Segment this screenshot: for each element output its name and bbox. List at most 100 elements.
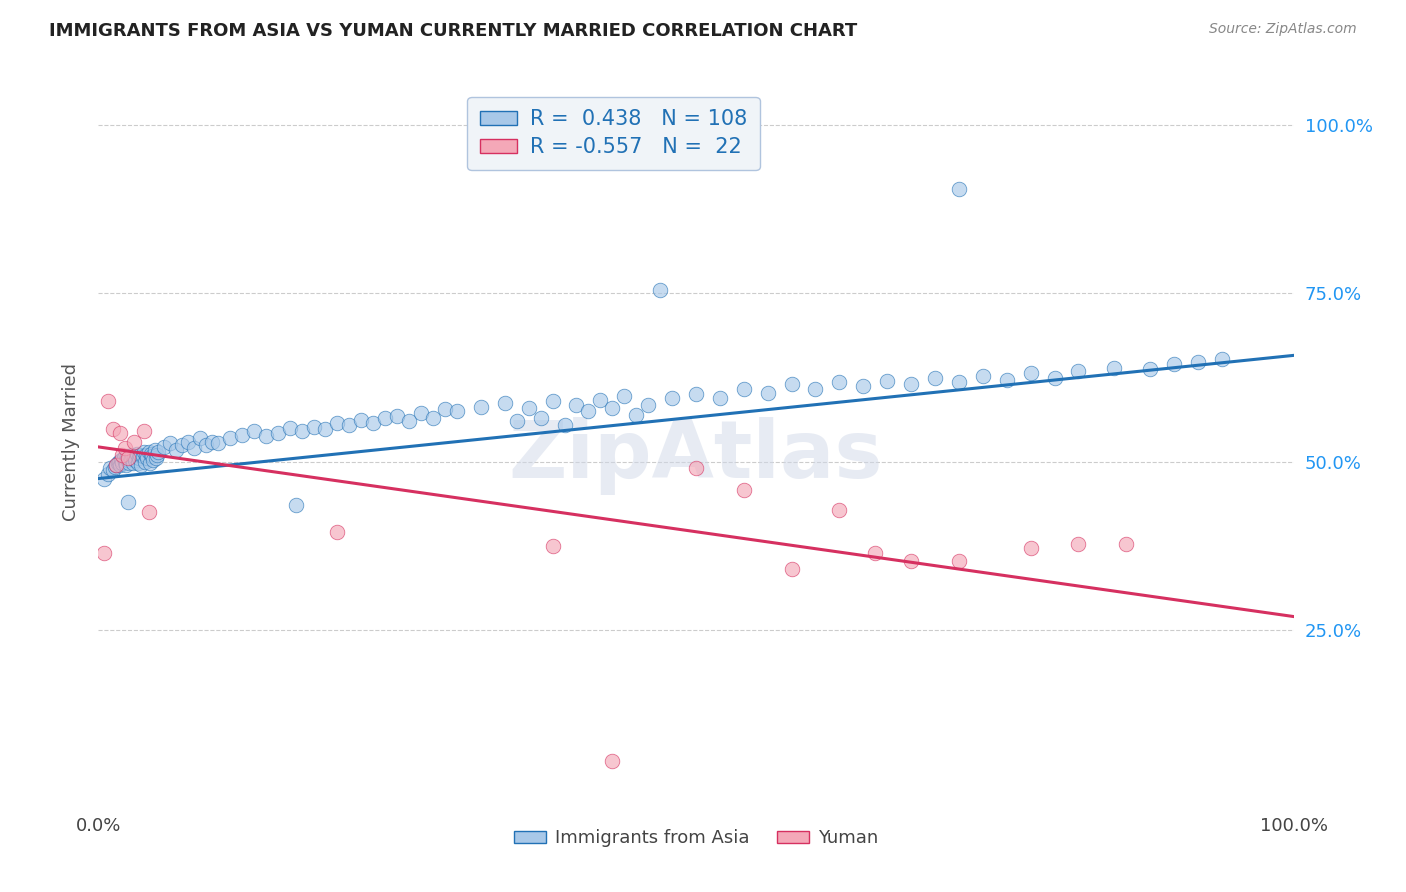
Point: [117, 495, 139, 509]
Point: [121, 448, 143, 462]
Point: [350, 413, 373, 427]
Point: [637, 398, 659, 412]
Point: [315, 422, 337, 436]
Point: [120, 451, 142, 466]
Point: [1139, 362, 1161, 376]
Point: [470, 400, 492, 414]
Point: [124, 450, 146, 464]
Point: [1187, 355, 1209, 369]
Point: [108, 458, 131, 472]
Point: [141, 450, 163, 464]
Point: [948, 554, 970, 568]
Point: [114, 455, 136, 469]
Point: [374, 411, 396, 425]
Point: [780, 377, 803, 392]
Point: [828, 376, 851, 390]
Point: [101, 463, 124, 477]
Point: [434, 402, 457, 417]
Point: [363, 416, 385, 430]
Point: [146, 448, 169, 462]
Point: [118, 456, 141, 470]
Point: [143, 442, 166, 457]
Point: [398, 414, 420, 428]
Point: [117, 453, 139, 467]
Point: [626, 408, 648, 422]
Point: [541, 539, 564, 553]
Point: [291, 425, 314, 439]
Point: [104, 460, 127, 475]
Point: [93, 546, 115, 560]
Point: [865, 546, 887, 560]
Point: [129, 448, 152, 462]
Point: [530, 411, 553, 425]
Point: [254, 429, 277, 443]
Point: [108, 426, 131, 441]
Point: [98, 461, 122, 475]
Point: [506, 414, 529, 428]
Point: [1067, 537, 1090, 551]
Point: [138, 505, 160, 519]
Point: [1043, 370, 1066, 384]
Point: [138, 444, 160, 458]
Point: [517, 401, 540, 415]
Point: [124, 453, 146, 467]
Point: [183, 442, 205, 456]
Point: [122, 456, 145, 470]
Point: [139, 456, 162, 470]
Point: [124, 434, 146, 449]
Point: [105, 458, 128, 472]
Point: [554, 417, 576, 432]
Point: [110, 453, 132, 467]
Point: [101, 422, 124, 436]
Point: [1211, 352, 1233, 367]
Point: [128, 451, 150, 466]
Point: [924, 370, 946, 384]
Point: [105, 458, 128, 472]
Point: [326, 525, 349, 540]
Point: [243, 425, 266, 439]
Point: [114, 442, 136, 456]
Point: [446, 404, 468, 418]
Point: [565, 398, 588, 412]
Point: [828, 503, 851, 517]
Point: [134, 455, 156, 469]
Point: [1067, 364, 1090, 378]
Point: [494, 395, 516, 409]
Point: [153, 440, 176, 454]
Point: [177, 434, 200, 449]
Point: [900, 554, 922, 568]
Point: [201, 434, 224, 449]
Point: [231, 427, 253, 442]
Point: [145, 451, 167, 466]
Point: [131, 458, 153, 472]
Text: Source: ZipAtlas.com: Source: ZipAtlas.com: [1209, 22, 1357, 37]
Text: IMMIGRANTS FROM ASIA VS YUMAN CURRENTLY MARRIED CORRELATION CHART: IMMIGRANTS FROM ASIA VS YUMAN CURRENTLY …: [49, 22, 858, 40]
Point: [195, 438, 218, 452]
Point: [112, 451, 135, 466]
Point: [1163, 357, 1185, 371]
Point: [188, 431, 211, 445]
Point: [111, 448, 134, 462]
Point: [339, 417, 361, 432]
Point: [135, 448, 157, 462]
Legend: Immigrants from Asia, Yuman: Immigrants from Asia, Yuman: [506, 822, 886, 855]
Point: [115, 458, 138, 472]
Text: ZipAtlas: ZipAtlas: [509, 417, 883, 495]
Point: [948, 376, 970, 390]
Point: [756, 386, 779, 401]
Point: [97, 467, 120, 481]
Point: [165, 442, 187, 457]
Point: [142, 453, 165, 467]
Point: [411, 406, 433, 420]
Point: [302, 419, 325, 434]
Point: [602, 401, 624, 415]
Point: [948, 182, 970, 196]
Point: [589, 392, 612, 407]
Point: [131, 450, 153, 464]
Point: [278, 421, 301, 435]
Point: [780, 562, 803, 576]
Point: [1115, 537, 1137, 551]
Point: [125, 447, 148, 461]
Point: [115, 450, 138, 464]
Point: [613, 389, 636, 403]
